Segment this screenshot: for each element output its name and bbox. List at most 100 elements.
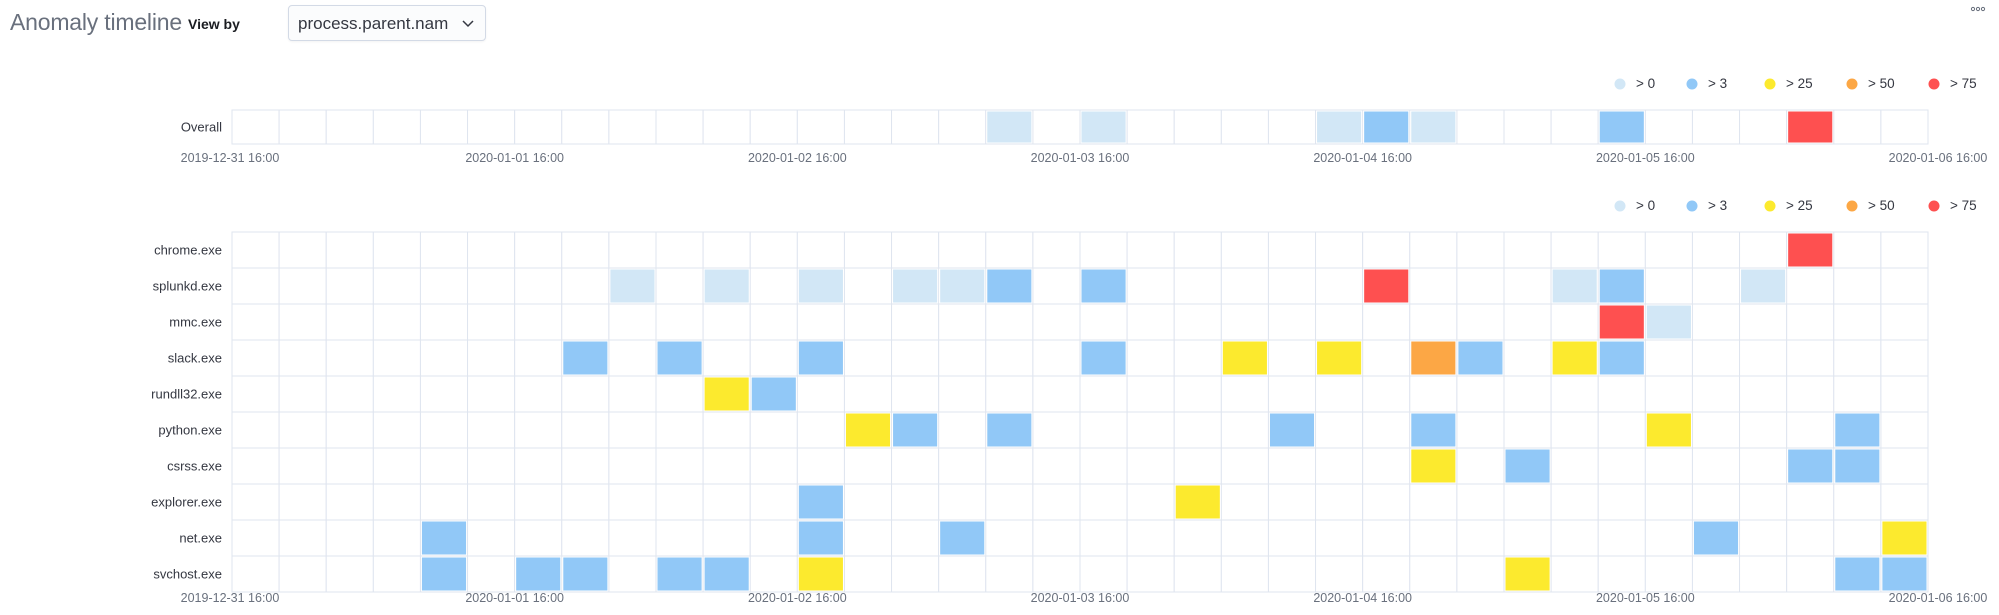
grid-cell: [1644, 555, 1693, 593]
grid-cell: [467, 483, 516, 521]
grid-cell: [1739, 411, 1788, 449]
legend: > 0 > 3 > 25 > 50 > 75: [1614, 198, 1977, 213]
grid-cell: [843, 375, 893, 413]
anomaly-cell: [797, 340, 844, 376]
grid-cell: [1173, 109, 1222, 145]
anomaly-cell: [656, 340, 703, 376]
x-tick-label: 2020-01-03 16:00: [1031, 591, 1130, 605]
grid-cell: [1503, 339, 1552, 377]
anomaly-cell: [1551, 340, 1598, 376]
grid-cell: [1126, 267, 1175, 305]
anomaly-cell: [1410, 110, 1457, 144]
grid-cell: [278, 519, 327, 557]
grid-cell: [1267, 555, 1317, 593]
anomaly-cell: [1740, 268, 1787, 304]
grid-cell: [514, 109, 563, 145]
grid-cell: [419, 231, 469, 269]
grid-cell: [796, 411, 845, 449]
anomaly-cell: [1598, 304, 1645, 340]
grid-cell: [372, 483, 421, 521]
grid-cell: [419, 483, 469, 521]
grid-cell: [1550, 483, 1599, 521]
anomaly-cell: [1598, 110, 1645, 144]
more-dots-icon[interactable]: [1970, 5, 1986, 13]
grid-cell: [938, 555, 987, 593]
anomaly-cell: [797, 520, 844, 556]
grid-cell: [749, 555, 798, 593]
x-tick-label: 2020-01-01 16:00: [465, 151, 564, 165]
anomaly-cell: [1504, 556, 1551, 592]
anomaly-cell: [1834, 448, 1881, 484]
grid-cell: [1315, 303, 1364, 341]
grid-cell: [1644, 339, 1693, 377]
legend-swatch: [1686, 200, 1698, 212]
grid: [231, 109, 1929, 145]
grid-cell: [1456, 231, 1505, 269]
grid: [231, 231, 1929, 593]
grid-cell: [1220, 267, 1269, 305]
grid-cell: [1456, 447, 1505, 485]
grid-cell: [1267, 519, 1317, 557]
grid-cell: [278, 231, 327, 269]
grid-cell: [1173, 519, 1222, 557]
grid-cell: [749, 267, 798, 305]
grid-cell: [1503, 231, 1552, 269]
grid-cell: [561, 109, 610, 145]
anomaly-cell: [562, 556, 609, 592]
grid-cell: [1173, 303, 1222, 341]
grid-cell: [1503, 375, 1552, 413]
anomaly-cell: [1363, 110, 1410, 144]
grid-cell: [1550, 519, 1599, 557]
swimlane-chart-0: > 0 > 3 > 25 > 50 > 75 Overall 2019-12-31 16:0…: [181, 76, 1988, 165]
grid-cell: [1126, 109, 1175, 145]
anomaly-cell: [1645, 412, 1692, 448]
grid-cell: [1786, 303, 1835, 341]
grid-cell: [1409, 375, 1458, 413]
grid-cell: [608, 555, 657, 593]
grid-cell: [1739, 483, 1788, 521]
grid-cell: [372, 267, 421, 305]
grid-cell: [1362, 555, 1411, 593]
grid-cell: [1220, 303, 1269, 341]
grid-cell: [372, 339, 421, 377]
grid-cell: [985, 555, 1034, 593]
legend-swatch: [1928, 78, 1940, 90]
view-by-select[interactable]: process.parent.nam: [288, 5, 486, 41]
grid-cell: [1880, 375, 1929, 413]
grid-cell: [655, 483, 704, 521]
grid-cell: [1503, 267, 1552, 305]
grid-cell: [1362, 519, 1411, 557]
grid-cell: [608, 109, 657, 145]
grid-cell: [467, 339, 516, 377]
grid-cell: [938, 447, 987, 485]
grid-cell: [938, 411, 987, 449]
grid-cell: [1786, 411, 1835, 449]
grid-cell: [1126, 555, 1175, 593]
grid-cell: [419, 411, 469, 449]
grid-cell: [1220, 375, 1269, 413]
grid-cell: [1691, 303, 1741, 341]
grid-cell: [1362, 375, 1411, 413]
grid-cell: [891, 109, 940, 145]
legend-label: > 3: [1708, 198, 1727, 213]
grid-cell: [278, 303, 327, 341]
grid-cell: [1173, 411, 1222, 449]
grid-cell: [514, 375, 563, 413]
grid-cell: [985, 339, 1034, 377]
grid-cell: [843, 267, 893, 305]
anomaly-cell: [986, 268, 1033, 304]
grid-cell: [1644, 267, 1693, 305]
grid-cell: [231, 483, 280, 521]
grid-cell: [1597, 483, 1646, 521]
grid-cell: [1267, 231, 1317, 269]
grid-cell: [1597, 447, 1646, 485]
grid-cell: [419, 267, 469, 305]
anomaly-cell: [1080, 340, 1127, 376]
panel-title: Anomaly timeline: [10, 9, 182, 35]
grid-cell: [1409, 267, 1458, 305]
legend-label: > 50: [1868, 76, 1895, 91]
grid-cell: [1880, 109, 1929, 145]
legend-swatch: [1764, 78, 1776, 90]
grid-cell: [1550, 109, 1599, 145]
